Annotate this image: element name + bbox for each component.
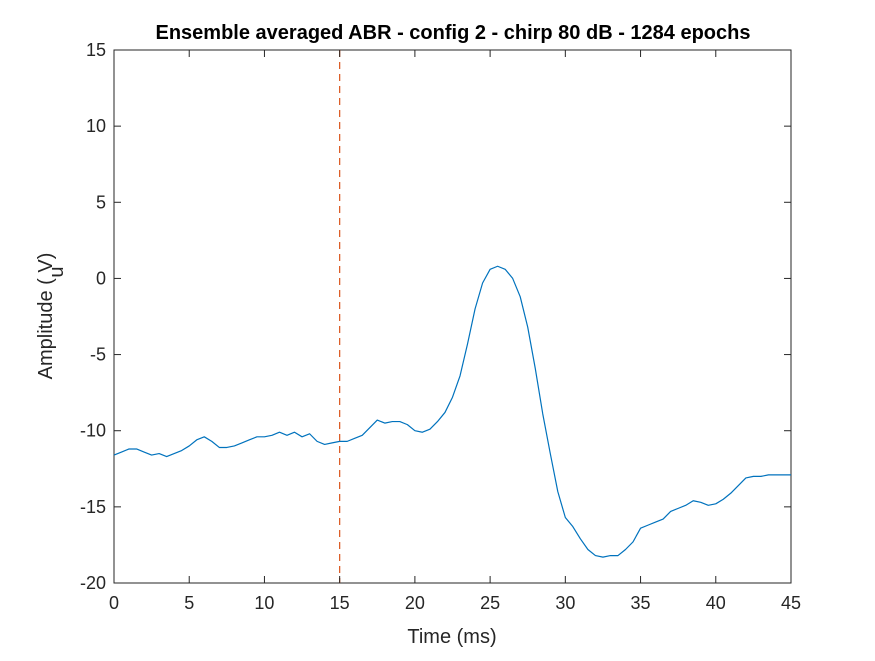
- y-tick-label: -5: [90, 345, 106, 365]
- x-tick-label: 15: [330, 593, 350, 613]
- y-axis-ticks: -20 -15 -10 -5 0 5 10 15: [80, 40, 791, 593]
- marks-layer: [113, 50, 791, 583]
- x-tick-label: 40: [706, 593, 726, 613]
- y-tick-label: -20: [80, 573, 106, 593]
- y-tick-label: 5: [96, 192, 106, 212]
- y-tick-label: -10: [80, 421, 106, 441]
- y-axis-label-main: Amplitude ( V): [35, 253, 57, 380]
- y-tick-label: -15: [80, 497, 106, 517]
- x-tick-label: 0: [109, 593, 119, 613]
- plot-area: [113, 49, 792, 584]
- x-tick-label: 10: [254, 593, 274, 613]
- x-axis-label: Time (ms): [407, 626, 496, 648]
- y-tick-label: 10: [86, 116, 106, 136]
- x-axis-ticks: 0 5 10 15 20 25 30 35 40 45: [109, 50, 801, 613]
- x-tick-label: 45: [781, 593, 801, 613]
- y-tick-label: 15: [86, 40, 106, 60]
- series-line-1: [113, 265, 791, 558]
- x-tick-label: 5: [184, 593, 194, 613]
- x-tick-label: 35: [631, 593, 651, 613]
- x-tick-label: 30: [555, 593, 575, 613]
- y-tick-label: 0: [96, 268, 106, 288]
- y-axis-label-subscript: u: [46, 266, 68, 277]
- chart-title: Ensemble averaged ABR - config 2 - chirp…: [156, 22, 751, 44]
- plot-frame: [113, 49, 792, 584]
- y-axis-label: Amplitude ( V): [35, 253, 57, 380]
- x-tick-label: 20: [405, 593, 425, 613]
- x-tick-label: 25: [480, 593, 500, 613]
